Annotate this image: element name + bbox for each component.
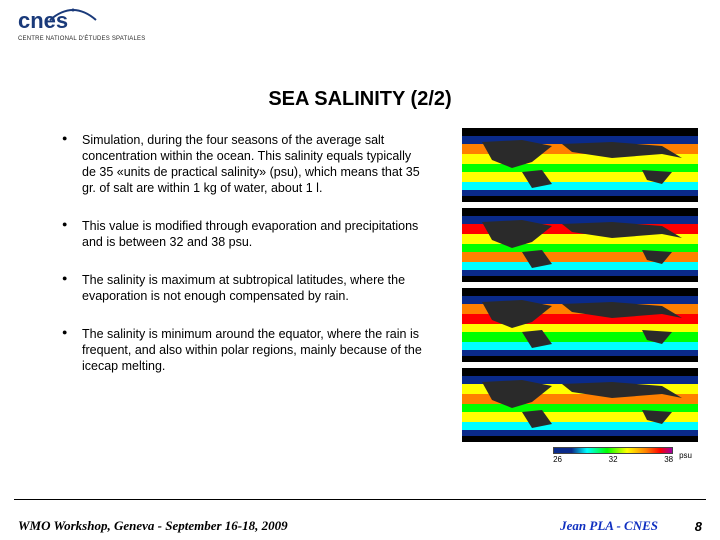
legend-tick: 26 [553, 455, 562, 464]
legend-tick: 32 [609, 455, 618, 464]
legend-gradient-bar [553, 447, 673, 454]
footer-divider [14, 499, 706, 500]
bullet-list: Simulation, during the four seasons of t… [62, 132, 422, 396]
salinity-map-season-3 [462, 288, 698, 362]
footer-left: WMO Workshop, Geneva - September 16-18, … [18, 518, 288, 534]
page-title: SEA SALINITY (2/2) [0, 88, 720, 111]
salinity-map-season-1 [462, 128, 698, 202]
bullet-item: The salinity is minimum around the equat… [62, 326, 422, 374]
footer-right: Jean PLA - CNES [560, 518, 658, 534]
map-legend: 26 32 38 psu [462, 448, 698, 462]
logo-subtitle: CENTRE NATIONAL D'ÉTUDES SPATIALES [18, 36, 148, 42]
legend-scale: 26 32 38 [553, 447, 673, 464]
salinity-map-season-2 [462, 208, 698, 282]
legend-ticks: 26 32 38 [553, 455, 673, 464]
page-number: 8 [695, 519, 702, 534]
logo-arc-icon [48, 6, 98, 22]
legend-tick: 38 [664, 455, 673, 464]
bullet-item: This value is modified through evaporati… [62, 218, 422, 250]
slide: cnes CENTRE NATIONAL D'ÉTUDES SPATIALES … [0, 0, 720, 540]
salinity-maps: 26 32 38 psu [462, 128, 698, 462]
legend-unit: psu [679, 451, 692, 460]
bullet-item: The salinity is maximum at subtropical l… [62, 272, 422, 304]
cnes-logo: cnes CENTRE NATIONAL D'ÉTUDES SPATIALES [18, 8, 148, 42]
salinity-map-season-4 [462, 368, 698, 442]
bullet-item: Simulation, during the four seasons of t… [62, 132, 422, 196]
